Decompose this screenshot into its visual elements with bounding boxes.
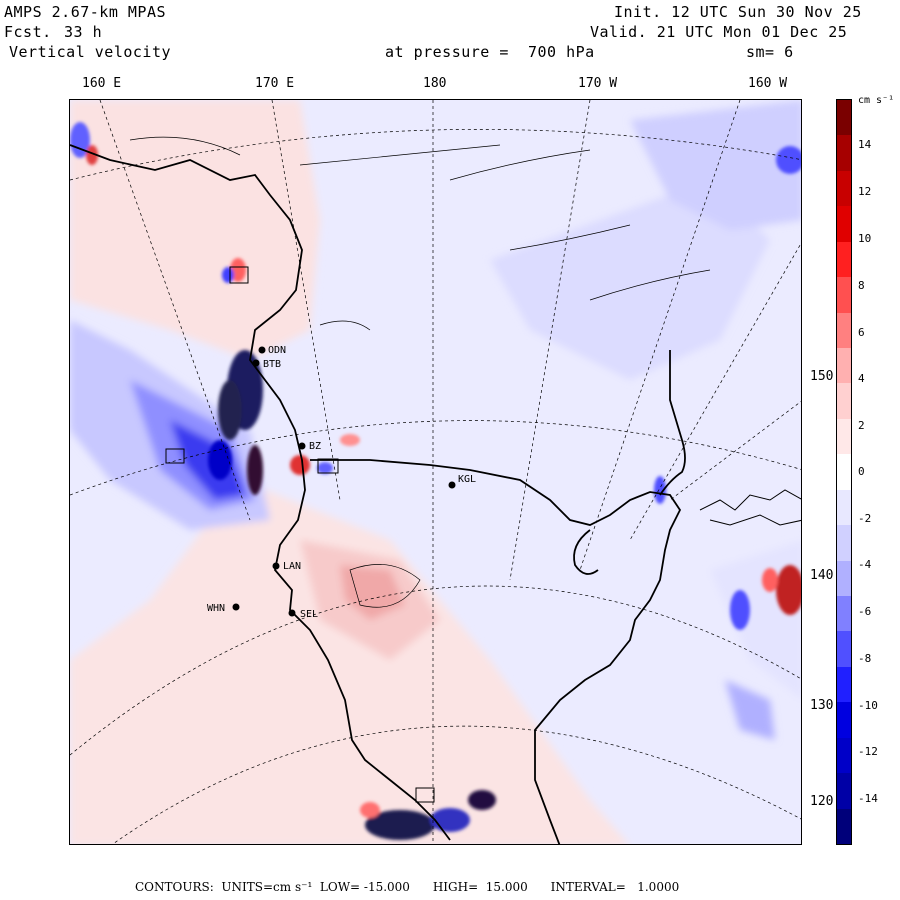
station-odn-label: ODN bbox=[268, 345, 286, 356]
colorbar-tick-neg10: -10 bbox=[858, 699, 878, 712]
colorbar-tick-14: 14 bbox=[858, 138, 872, 151]
map-canvas: ODN BTB BZ KGL LAN WHN bbox=[70, 100, 801, 844]
pressure-level: at pressure = 700 hPa bbox=[385, 43, 595, 61]
colorbar-segment bbox=[837, 525, 851, 562]
colorbar-unit: cm s⁻¹ bbox=[858, 95, 895, 106]
contour-streaks bbox=[129, 136, 711, 608]
coast-fringe-east bbox=[699, 489, 801, 526]
lon-label-160w: 160 W bbox=[748, 76, 788, 91]
lon-label-170w: 170 W bbox=[578, 76, 618, 91]
colorbar-segment bbox=[837, 170, 851, 207]
colorbar bbox=[836, 99, 852, 845]
colorbar-tick-neg2: -2 bbox=[858, 512, 872, 525]
forecast-hour: 33 h bbox=[64, 23, 103, 41]
colorbar-segment bbox=[837, 206, 851, 243]
colorbar-segment bbox=[837, 666, 851, 703]
convective-cells bbox=[70, 122, 801, 840]
smoothing-label: sm= 6 bbox=[746, 43, 794, 61]
init-time: Init. 12 UTC Sun 30 Nov 25 bbox=[614, 3, 862, 21]
station-lan-label: LAN bbox=[283, 561, 301, 572]
station-odn[interactable]: ODN bbox=[258, 345, 287, 356]
coastline bbox=[70, 144, 686, 844]
lon-label-170e: 170 E bbox=[255, 76, 295, 91]
station-markers: ODN BTB BZ KGL LAN WHN bbox=[207, 345, 476, 620]
station-sel-label: SEL bbox=[300, 609, 318, 620]
colorbar-segment bbox=[837, 418, 851, 455]
field-name: Vertical velocity bbox=[9, 43, 172, 61]
station-btb-label: BTB bbox=[263, 359, 281, 370]
colorbar-segment bbox=[837, 808, 851, 845]
colorbar-segment bbox=[837, 737, 851, 774]
station-bz-label: BZ bbox=[309, 441, 321, 452]
colorbar-tick-2: 2 bbox=[858, 419, 865, 432]
colorbar-tick-12: 12 bbox=[858, 185, 872, 198]
colorbar-tick-4: 4 bbox=[858, 372, 865, 385]
colorbar-tick-neg8: -8 bbox=[858, 652, 872, 665]
broad-field-shading bbox=[70, 100, 801, 844]
station-bz[interactable]: BZ bbox=[298, 441, 322, 452]
station-kgl[interactable]: KGL bbox=[448, 474, 477, 489]
model-title: AMPS 2.67-km MPAS bbox=[4, 3, 167, 21]
colorbar-segment bbox=[837, 454, 851, 491]
colorbar-segment bbox=[837, 631, 851, 668]
inset-boxes bbox=[165, 266, 435, 803]
map-panel[interactable]: ODN BTB BZ KGL LAN WHN bbox=[69, 99, 802, 845]
colorbar-segment bbox=[837, 241, 851, 278]
forecast-label: Fcst. bbox=[4, 23, 52, 41]
colorbar-segment bbox=[837, 560, 851, 597]
colorbar-tick-10: 10 bbox=[858, 232, 872, 245]
colorbar-segment bbox=[837, 702, 851, 739]
colorbar-segment bbox=[837, 348, 851, 384]
station-whn-label: WHN bbox=[207, 603, 225, 614]
colorbar-tick-6: 6 bbox=[858, 326, 865, 339]
colorbar-segment bbox=[837, 489, 851, 526]
lon-label-180: 180 bbox=[423, 76, 447, 91]
colorbar-tick-neg12: -12 bbox=[858, 745, 878, 758]
contour-info-footer: CONTOURS: UNITS=cm s⁻¹ LOW= -15.000 HIGH… bbox=[135, 880, 680, 894]
station-lan[interactable]: LAN bbox=[272, 561, 302, 572]
colorbar-tick-neg4: -4 bbox=[858, 558, 872, 571]
lon-label-160e: 160 E bbox=[82, 76, 122, 91]
colorbar-tick-8: 8 bbox=[858, 279, 865, 292]
colorbar-segment bbox=[837, 277, 851, 314]
colorbar-tick-neg6: -6 bbox=[858, 605, 872, 618]
colorbar-segment bbox=[837, 773, 851, 810]
station-btb[interactable]: BTB bbox=[252, 359, 282, 370]
valid-time: Valid. 21 UTC Mon 01 Dec 25 bbox=[590, 23, 848, 41]
colorbar-tick-neg14: -14 bbox=[858, 792, 878, 805]
station-sel[interactable]: SEL bbox=[288, 609, 319, 620]
colorbar-segment bbox=[837, 100, 851, 136]
station-kgl-label: KGL bbox=[458, 474, 476, 485]
graticule bbox=[70, 100, 801, 844]
colorbar-segment bbox=[837, 383, 851, 420]
colorbar-segment bbox=[837, 596, 851, 632]
station-whn[interactable]: WHN bbox=[207, 603, 240, 614]
colorbar-segment bbox=[837, 312, 851, 349]
colorbar-segment bbox=[837, 135, 851, 172]
colorbar-tick-0: 0 bbox=[858, 465, 865, 478]
